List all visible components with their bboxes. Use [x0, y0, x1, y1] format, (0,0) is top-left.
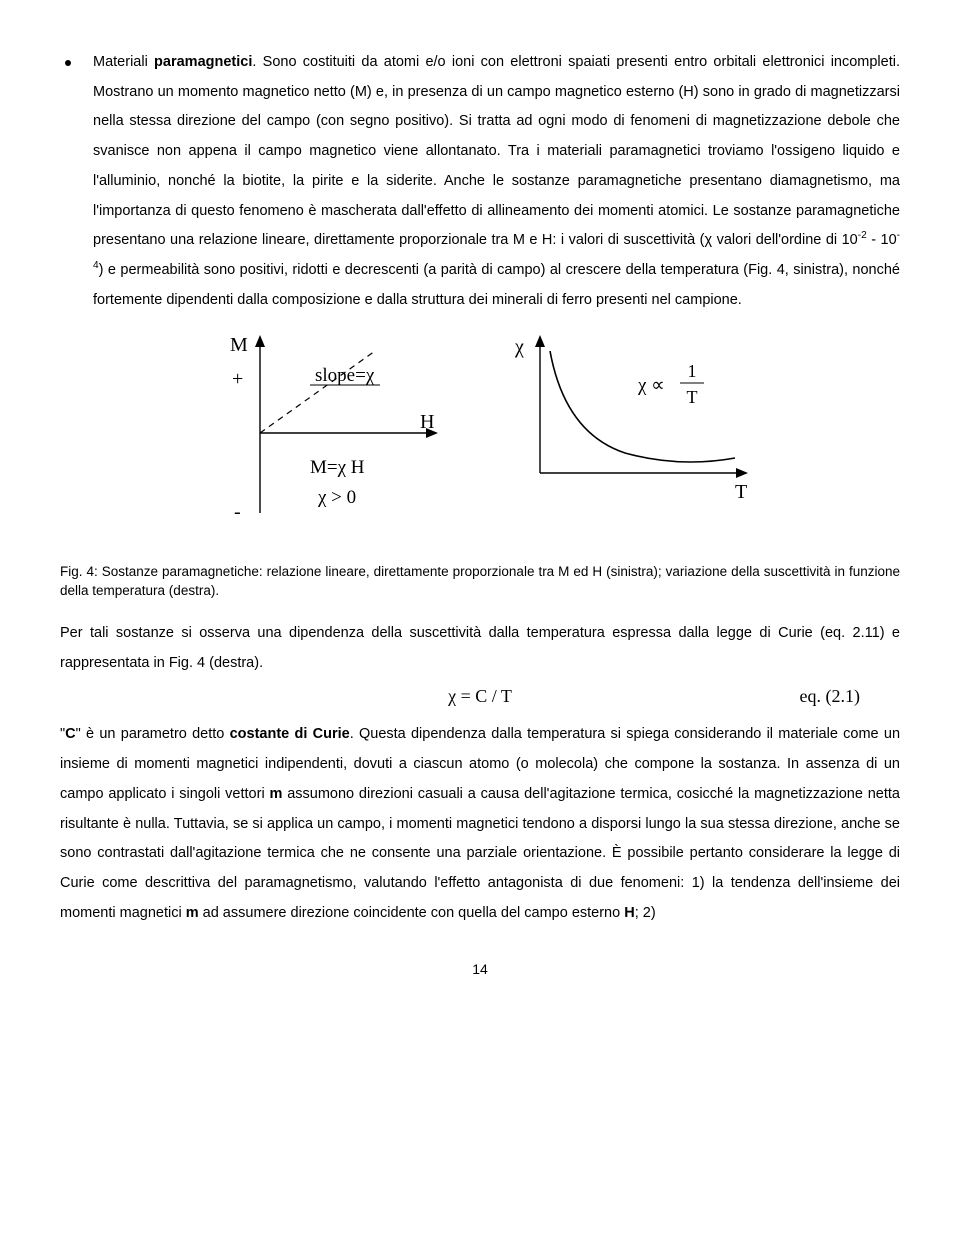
page-number: 14 — [60, 962, 900, 976]
p3-b2: m — [269, 786, 282, 802]
fig-left-plus: + — [232, 368, 243, 390]
figure-caption: Fig. 4: Sostanze paramagnetiche: relazio… — [60, 563, 900, 601]
paragraph-2: Per tali sostanze si osserva una dipende… — [60, 619, 900, 678]
figure-4: M + - H slope=χ M=χ H χ > 0 χ T — [60, 323, 900, 555]
bullet-rest: . Sono costituiti da atomi e/o ioni con … — [93, 54, 900, 248]
paragraph-3: "C" è un parametro detto costante di Cur… — [60, 720, 900, 928]
p3-t5: ; 2) — [635, 905, 656, 921]
p3-C: C — [65, 726, 75, 742]
bullet-mid1: - 10 — [867, 232, 897, 248]
fig-right-rel-num: 1 — [688, 361, 697, 381]
bullet-lead: Materiali — [93, 54, 154, 70]
figure-svg: M + - H slope=χ M=χ H χ > 0 χ T — [170, 323, 790, 543]
fig-right-y-label: χ — [514, 336, 524, 358]
p3-t1: è un parametro detto — [81, 726, 230, 742]
equation-body: χ = C / T — [448, 686, 512, 708]
bullet-rest2: ) e permeabilità sono positivi, ridotti … — [93, 262, 900, 308]
p3-t4: ad assumere direzione coincidente con qu… — [199, 905, 625, 921]
fig-right-rel-den: T — [687, 387, 698, 407]
equation-label: eq. (2.1) — [800, 686, 860, 708]
fig-left-y-label: M — [230, 334, 248, 356]
p3-b3: m — [186, 905, 199, 921]
fig-left-x-label: H — [420, 411, 434, 433]
bullet-dot-icon — [65, 60, 71, 66]
bullet-paragraph: Materiali paramagnetici. Sono costituiti… — [93, 48, 900, 315]
fig-right-rel-left: χ ∝ — [637, 375, 665, 396]
bullet-bold: paramagnetici — [154, 54, 252, 70]
p3-b4: H — [624, 905, 634, 921]
bullet-item: Materiali paramagnetici. Sono costituiti… — [60, 48, 900, 315]
bullet-sup1: -2 — [858, 230, 867, 241]
equation-row: χ = C / T eq. (2.1) — [60, 682, 900, 710]
fig-left-eq-label: M=χ H — [310, 457, 365, 478]
fig-right-x-label: T — [735, 481, 747, 503]
fig-left-slope-label: slope=χ — [315, 365, 375, 386]
p3-t3: assumono direzioni casuali a causa dell'… — [60, 786, 900, 921]
fig-left-minus: - — [234, 501, 241, 523]
p3-b1: costante di Curie — [230, 726, 350, 742]
fig-left-cond-label: χ > 0 — [317, 487, 356, 508]
